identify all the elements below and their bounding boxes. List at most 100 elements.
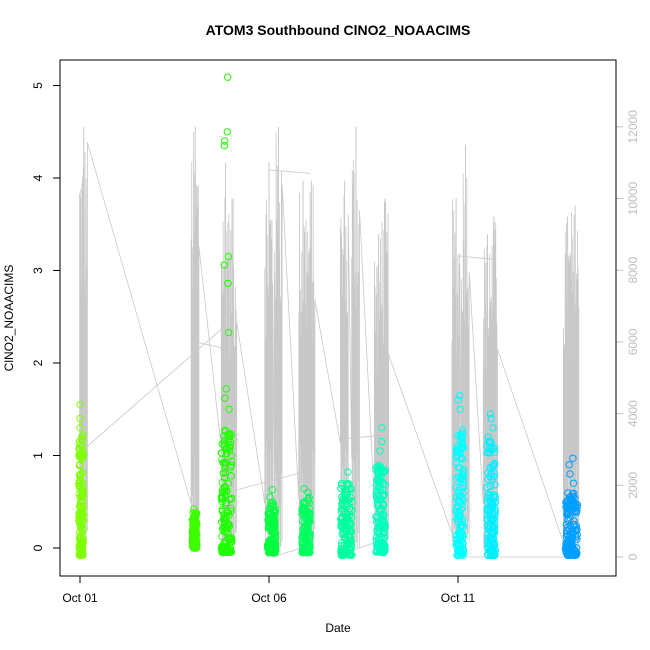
data-point-outlier [266, 493, 274, 501]
data-point [79, 431, 87, 439]
data-point [337, 505, 346, 513]
data-point [189, 516, 198, 524]
data-point [343, 513, 351, 522]
data-point [489, 538, 497, 546]
data-point [572, 544, 581, 552]
data-point [219, 469, 228, 477]
data-point [380, 548, 388, 557]
altitude-transit-line [227, 470, 307, 493]
data-point [77, 538, 86, 546]
data-point [344, 495, 352, 503]
data-point-outlier [378, 437, 386, 446]
data-point [76, 536, 84, 544]
data-point [222, 458, 230, 467]
data-point [302, 534, 310, 542]
data-point [302, 537, 311, 546]
data-point [76, 519, 84, 528]
data-point [78, 528, 86, 536]
data-point [571, 551, 580, 559]
data-point [271, 518, 279, 527]
data-point [337, 507, 346, 516]
data-point [486, 482, 495, 490]
data-point [306, 510, 314, 519]
data-point [299, 543, 308, 552]
data-point [491, 523, 499, 532]
data-point [484, 542, 492, 551]
data-point-outlier [454, 396, 462, 404]
data-point [565, 532, 573, 540]
data-point [568, 543, 576, 551]
data-point-outlier [569, 454, 577, 462]
data-point [491, 448, 499, 456]
data-point-outlier [268, 486, 276, 494]
data-point [562, 539, 570, 547]
data-point [455, 498, 463, 506]
data-point [375, 548, 384, 556]
data-point [78, 432, 86, 441]
data-point [456, 483, 464, 492]
data-point [338, 521, 346, 529]
data-point [569, 492, 577, 501]
data-point [337, 549, 345, 557]
data-point [378, 515, 386, 523]
data-point [191, 520, 200, 528]
data-point [75, 478, 83, 486]
y2-tick-label: 2000 [626, 472, 640, 499]
data-point [377, 465, 385, 473]
data-point [300, 523, 308, 532]
data-point [456, 449, 464, 457]
data-point [486, 437, 494, 446]
data-point [76, 493, 84, 501]
data-point-outlier [565, 461, 573, 469]
data-point-outlier [569, 479, 578, 487]
data-point-outlier [76, 400, 84, 409]
data-point [222, 487, 231, 496]
data-point-outlier [486, 410, 495, 418]
altitude-transit-line [268, 169, 311, 174]
y-tick-label: 2 [31, 359, 45, 366]
data-point [378, 500, 386, 508]
y2-tick-label: 6000 [626, 328, 640, 355]
data-point [373, 476, 382, 484]
data-point [379, 547, 387, 556]
data-point [380, 523, 388, 531]
data-point [218, 488, 227, 496]
data-point [218, 532, 226, 540]
data-point [298, 517, 307, 525]
data-point [338, 479, 346, 487]
data-point [573, 525, 581, 534]
data-point [459, 522, 468, 531]
data-point [376, 508, 385, 516]
data-point [77, 541, 86, 549]
data-point-outlier [221, 394, 229, 402]
data-point-outlier [225, 328, 233, 337]
data-point-outlier [489, 424, 497, 432]
data-point [486, 472, 494, 480]
data-point-outlier [224, 279, 232, 288]
data-point-outlier [300, 485, 308, 493]
data-point [454, 511, 462, 520]
data-point [266, 537, 274, 545]
data-point [459, 465, 467, 474]
data-point [345, 486, 353, 494]
data-point-outlier [456, 391, 464, 400]
data-point [78, 505, 87, 513]
data-point-outlier [566, 470, 574, 478]
data-point [455, 492, 464, 501]
data-point [375, 461, 383, 470]
data-point [300, 527, 308, 536]
y-tick-label: 5 [31, 82, 45, 89]
data-point [483, 505, 491, 513]
data-point [305, 504, 314, 513]
data-point-outlier [378, 424, 386, 432]
data-point-outlier [376, 447, 384, 455]
data-point [79, 479, 87, 487]
data-point [377, 533, 386, 541]
data-point [346, 546, 354, 554]
y-tick-label: 0 [31, 544, 45, 551]
altitude-trace [79, 131, 580, 550]
data-point [222, 500, 230, 508]
data-point [228, 537, 236, 545]
data-point [300, 505, 309, 513]
